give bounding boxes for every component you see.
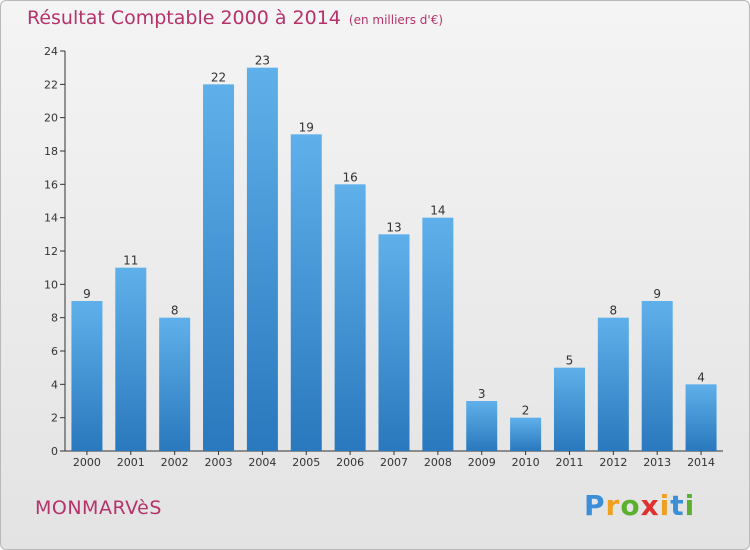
y-tick-label: 18 (44, 145, 58, 158)
logo-letter: o (620, 489, 641, 522)
logo-letter: r (605, 489, 621, 522)
y-tick-label: 16 (44, 178, 58, 191)
bar-2010 (510, 417, 542, 451)
bar-2000 (71, 301, 103, 451)
bar-2001 (115, 267, 147, 451)
bar-2006 (334, 184, 366, 452)
y-tick-label: 6 (51, 345, 58, 358)
bar-2005 (290, 134, 322, 452)
data-label-2004: 23 (255, 54, 270, 68)
bar-2012 (597, 317, 629, 451)
bar-2014 (685, 384, 717, 451)
y-tick-label: 0 (51, 445, 58, 458)
y-tick-label: 24 (44, 45, 58, 58)
bar-2002 (159, 317, 191, 451)
logo-letter: t (670, 489, 685, 522)
data-label-2011: 5 (566, 354, 574, 368)
chart-units: (en milliers d'€) (348, 13, 444, 27)
data-label-2002: 8 (171, 304, 179, 318)
x-tick-label: 2005 (292, 456, 320, 469)
data-label-2006: 16 (342, 170, 357, 184)
y-tick-label: 12 (44, 245, 58, 258)
data-label-2008: 14 (430, 204, 445, 218)
y-tick-label: 2 (51, 412, 58, 425)
data-label-2000: 9 (83, 287, 91, 301)
logo-letter: P (584, 489, 606, 522)
y-tick-label: 10 (44, 278, 58, 291)
bar-2013 (641, 301, 673, 451)
x-tick-label: 2002 (161, 456, 189, 469)
x-tick-label: 2009 (468, 456, 496, 469)
data-label-2005: 19 (299, 120, 314, 134)
x-tick-label: 2004 (248, 456, 276, 469)
x-tick-label: 2011 (555, 456, 583, 469)
bar-2003 (203, 84, 235, 451)
data-label-2010: 2 (522, 404, 530, 418)
city-name: MONMARVèS (35, 497, 162, 519)
y-tick-label: 4 (51, 378, 58, 391)
x-tick-label: 2006 (336, 456, 364, 469)
bar-2008 (422, 217, 454, 451)
chart-title-text: Résultat Comptable 2000 à 2014 (27, 7, 341, 29)
bar-2009 (466, 401, 498, 451)
x-tick-label: 2013 (643, 456, 671, 469)
chart-title: Résultat Comptable 2000 à 2014 (en millie… (27, 7, 443, 29)
x-tick-label: 2008 (424, 456, 452, 469)
y-tick-label: 20 (44, 112, 58, 125)
logo-letter: i (684, 489, 696, 522)
bar-2004 (246, 67, 278, 452)
y-tick-label: 14 (44, 212, 58, 225)
proxiti-logo[interactable]: Proxiti (584, 489, 695, 522)
x-tick-label: 2007 (380, 456, 408, 469)
x-tick-label: 2003 (205, 456, 233, 469)
x-tick-label: 2012 (599, 456, 627, 469)
data-label-2012: 8 (610, 304, 618, 318)
x-tick-label: 2014 (687, 456, 715, 469)
chart-bars: 9 11 8 22 23 19 16 13 14 3 2 5 8 9 4 (71, 54, 717, 452)
data-label-2007: 13 (386, 220, 401, 234)
y-tick-label: 22 (44, 78, 58, 91)
data-label-2014: 4 (697, 370, 705, 384)
x-tick-label: 2001 (117, 456, 145, 469)
x-tick-label: 2010 (512, 456, 540, 469)
bar-2007 (378, 234, 410, 451)
bar-2011 (553, 367, 585, 451)
x-tick-label: 2000 (73, 456, 101, 469)
data-label-2003: 22 (211, 70, 226, 84)
data-label-2013: 9 (653, 287, 661, 301)
data-label-2009: 3 (478, 387, 486, 401)
data-label-2001: 11 (123, 254, 138, 268)
logo-letter: i (659, 489, 671, 522)
y-tick-label: 8 (51, 312, 58, 325)
logo-letter: x (640, 489, 660, 522)
